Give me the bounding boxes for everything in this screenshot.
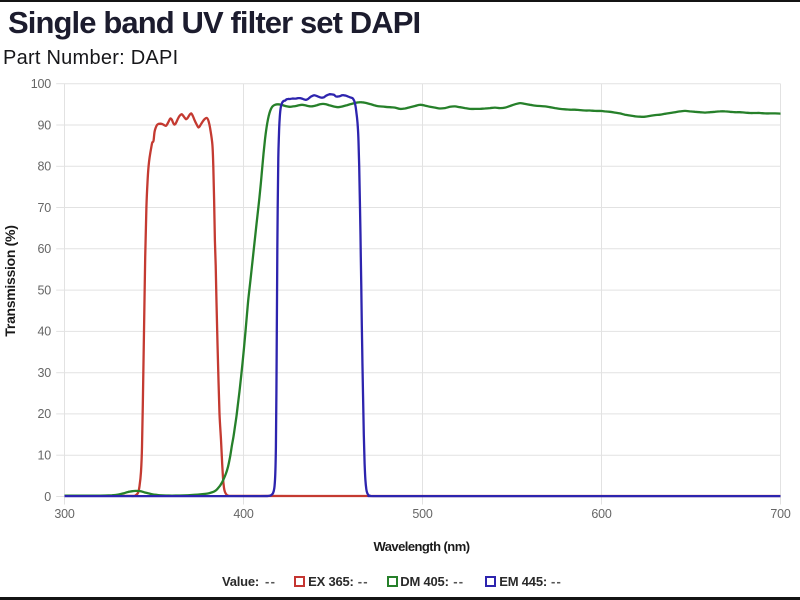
svg-text:Wavelength (nm): Wavelength (nm) [374,539,470,554]
svg-text:600: 600 [591,507,612,521]
svg-text:30: 30 [37,366,51,380]
svg-text:0: 0 [44,490,51,504]
svg-text:60: 60 [37,242,51,256]
svg-text:40: 40 [37,325,51,339]
svg-text:50: 50 [37,283,51,297]
svg-text:10: 10 [37,449,51,463]
svg-text:Transmission (%): Transmission (%) [2,225,18,336]
svg-text:100: 100 [31,77,52,91]
svg-text:20: 20 [37,407,51,421]
svg-text:90: 90 [37,118,51,132]
svg-text:80: 80 [37,160,51,174]
svg-text:700: 700 [770,507,791,521]
svg-text:70: 70 [37,201,51,215]
svg-text:300: 300 [54,507,75,521]
svg-text:500: 500 [412,507,433,521]
svg-text:400: 400 [233,507,254,521]
